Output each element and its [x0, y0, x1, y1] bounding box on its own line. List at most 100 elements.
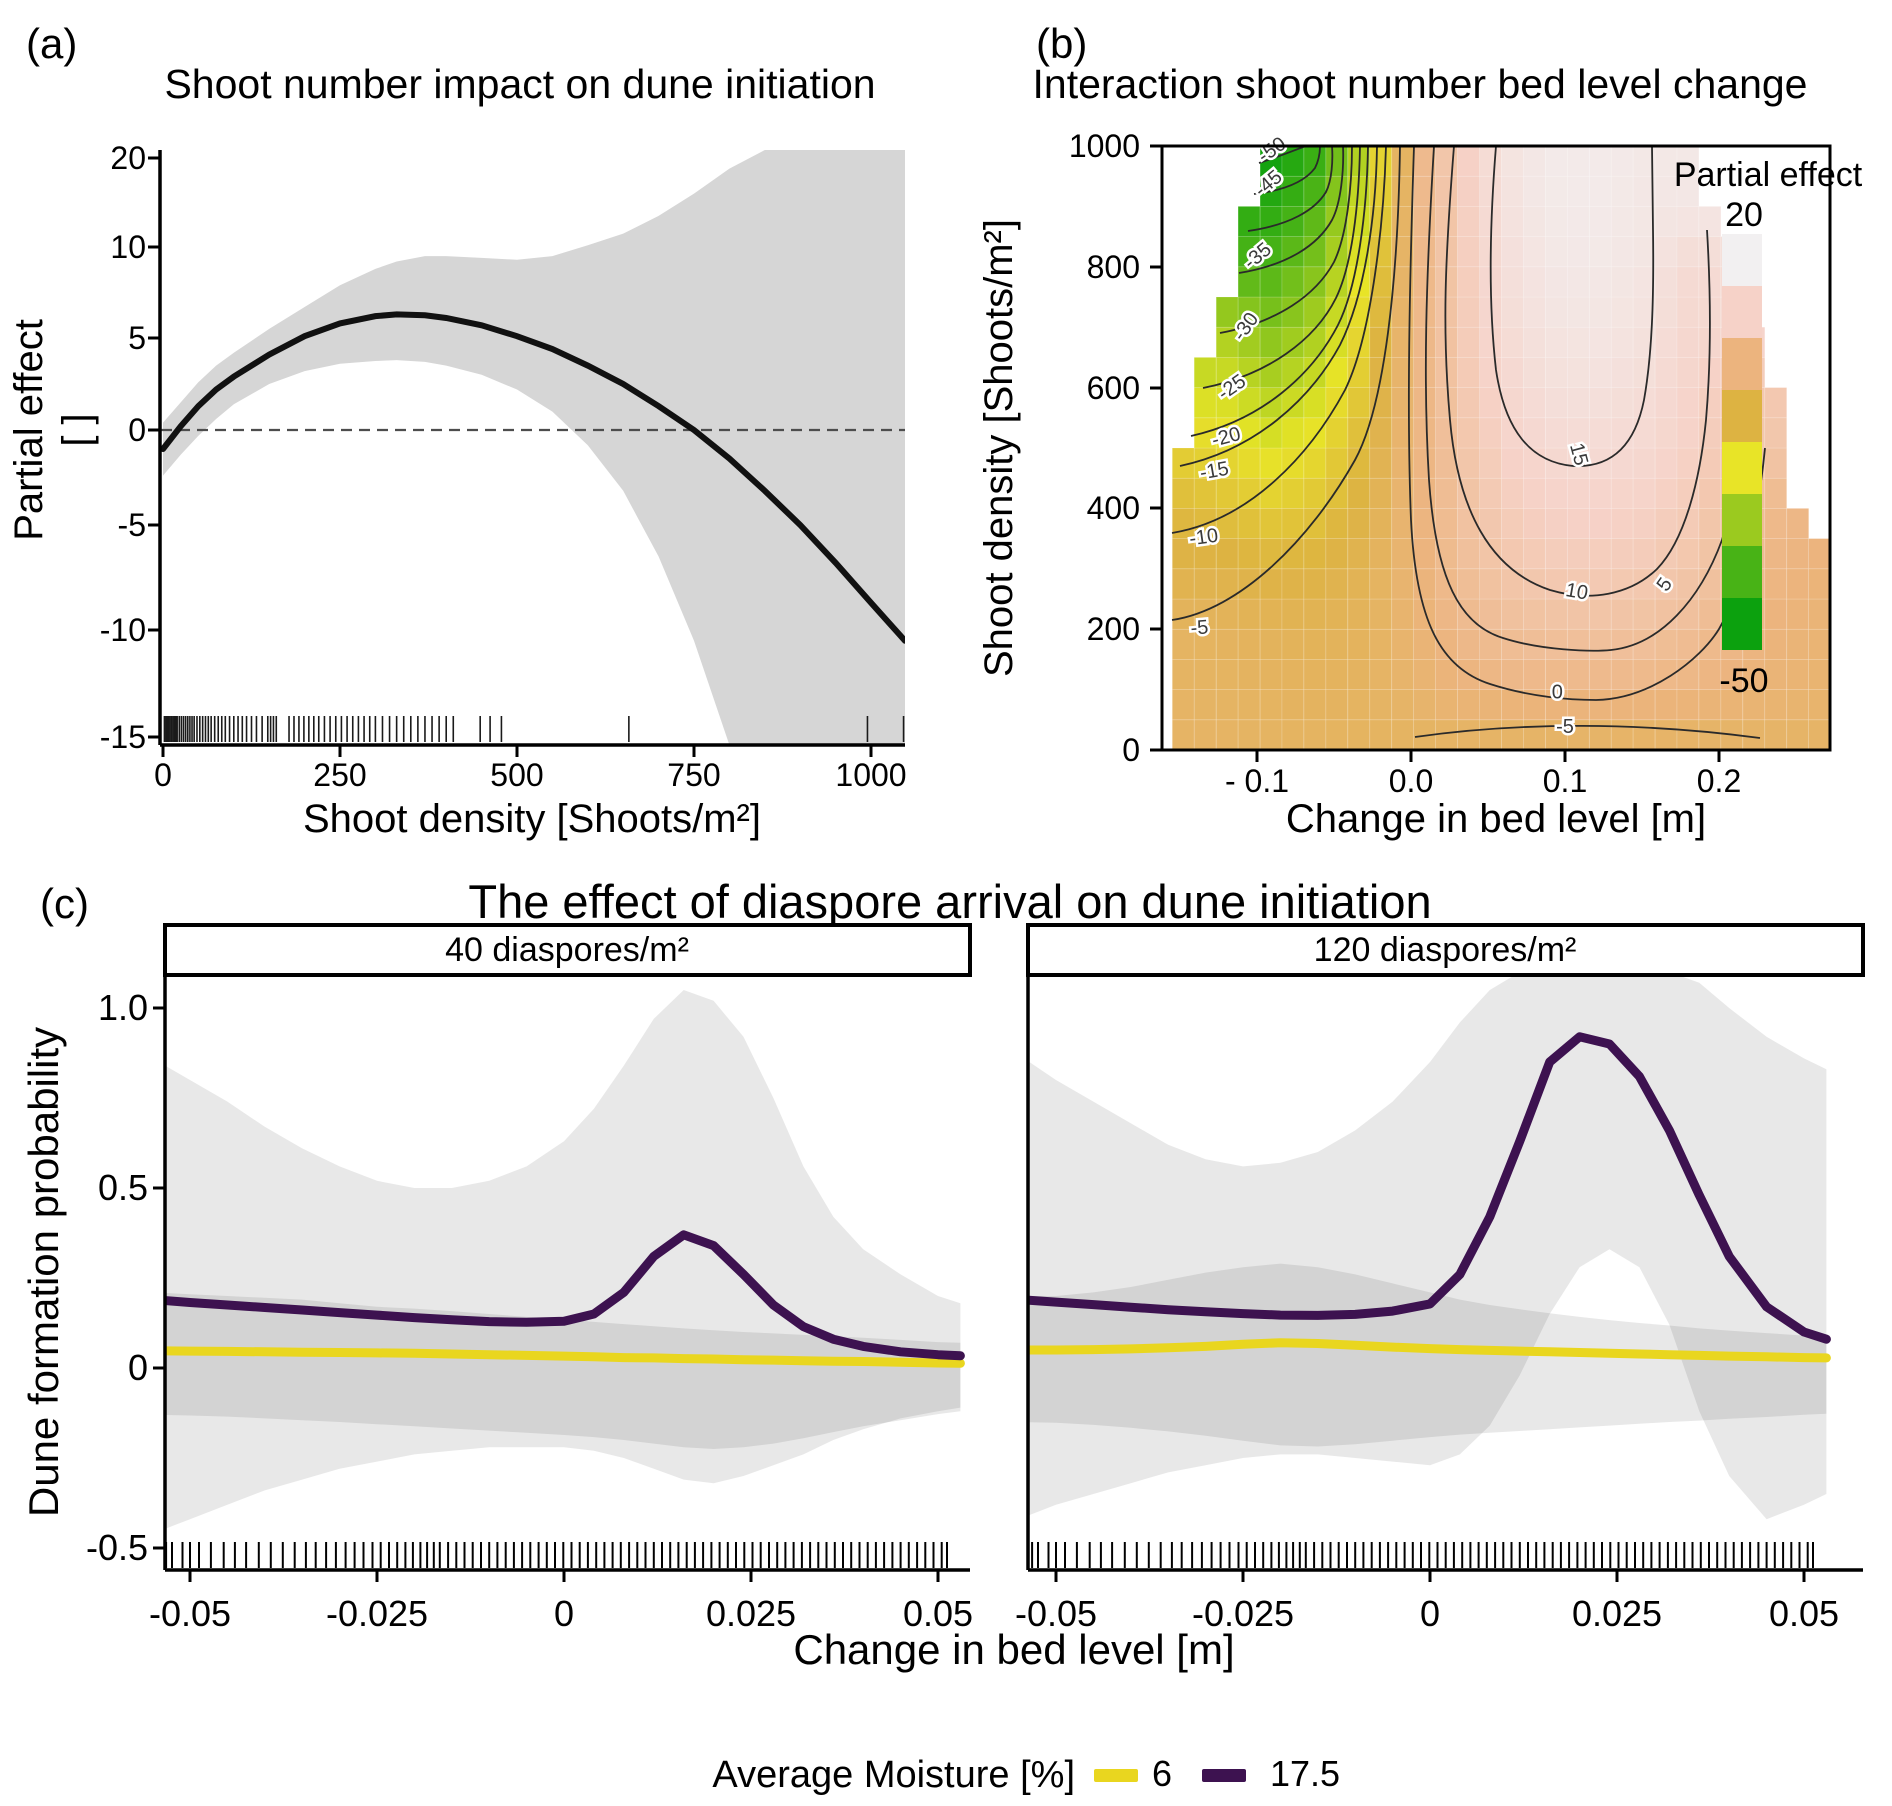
- heatmap-tile: [1654, 236, 1678, 268]
- heatmap-tile: [1435, 206, 1458, 237]
- heatmap-tile: [1479, 447, 1502, 479]
- heatmap-tile: [1281, 147, 1305, 177]
- heatmap-tile: [1588, 296, 1612, 328]
- rug-marks: [166, 1542, 948, 1568]
- heatmap-tile: [1523, 236, 1546, 268]
- heatmap-tile: [1545, 326, 1568, 358]
- heatmap-tile: [1215, 719, 1239, 749]
- heatmap-tile: [1369, 175, 1393, 207]
- heatmap-tile: [1566, 628, 1590, 660]
- heatmap-tile: [1325, 568, 1349, 600]
- heatmap-tile: [1457, 357, 1480, 388]
- panel-a-axes: [158, 150, 905, 747]
- heatmap-tile: [1171, 659, 1195, 690]
- heatmap-tile: [1369, 598, 1393, 630]
- heatmap-tile: [1545, 175, 1568, 207]
- heatmap-tile: [1259, 508, 1283, 539]
- heatmap-tile: [1237, 689, 1261, 721]
- heatmap-tile: [1281, 628, 1305, 660]
- panel-a-y-tick-labels: 20 10 5 0 -5 -10 -15: [100, 140, 146, 755]
- tick-label: 600: [1087, 370, 1140, 406]
- tick-label: 750: [667, 757, 720, 793]
- heatmap-tile: [1325, 689, 1349, 721]
- ci-band-moisture-6: [166, 1293, 961, 1449]
- heatmap-tile: [1325, 628, 1349, 660]
- heatmap-tile: [1501, 719, 1524, 749]
- tick-label: -0.5: [86, 1527, 148, 1568]
- colorbar-band: [1722, 442, 1762, 494]
- heatmap-tile: [1632, 417, 1656, 449]
- heatmap-tile: [1742, 719, 1766, 749]
- tick-label: 0.025: [706, 1593, 796, 1634]
- heatmap-tile: [1501, 357, 1524, 388]
- heatmap-tile: [1764, 387, 1788, 419]
- heatmap-tile: [1237, 477, 1261, 509]
- heatmap-tile: [1325, 236, 1349, 268]
- heatmap-tile: [1654, 357, 1678, 388]
- heatmap-tile: [1325, 147, 1349, 177]
- tick-label: 0.05: [903, 1593, 973, 1634]
- panel-a: (a) Shoot number impact on dune initiati…: [7, 20, 907, 841]
- tick-label: 0: [128, 1347, 148, 1388]
- heatmap-tile: [1193, 659, 1217, 690]
- heatmap-tile: [1676, 568, 1700, 600]
- heatmap-tile: [1237, 628, 1261, 660]
- heatmap-tile: [1457, 598, 1480, 630]
- panel-b-x-axis-label: Change in bed level [m]: [1286, 797, 1706, 841]
- heatmap-tile: [1676, 417, 1700, 449]
- tick-label: - 0.1: [1225, 763, 1289, 799]
- colorbar-band: [1722, 338, 1762, 390]
- panel-a-x-tick-labels: 0 250 500 750 1000: [154, 757, 906, 793]
- heatmap-tile: [1413, 447, 1436, 479]
- tick-label: 10: [110, 229, 146, 265]
- heatmap-tile: [1588, 719, 1612, 749]
- heatmap-tile: [1545, 236, 1568, 268]
- heatmap-tile: [1193, 719, 1217, 749]
- heatmap-tile: [1259, 689, 1283, 721]
- heatmap-tile: [1259, 296, 1283, 328]
- legend-title: Partial effect: [1674, 156, 1863, 194]
- heatmap-tile: [1259, 206, 1283, 237]
- heatmap-tile: [1325, 719, 1349, 749]
- heatmap-tile: [1413, 326, 1436, 358]
- heatmap-tile: [1523, 326, 1546, 358]
- heatmap-tile: [1566, 206, 1590, 237]
- heatmap-tile: [1654, 447, 1678, 479]
- heatmap-tile: [1303, 175, 1327, 207]
- heatmap-tile: [1808, 719, 1829, 749]
- facet2-header-label: 120 diaspores/m²: [1314, 931, 1577, 969]
- panel-c-x-axis-label: Change in bed level [m]: [793, 1626, 1234, 1673]
- tick-label: 500: [490, 757, 543, 793]
- heatmap-tile: [1588, 326, 1612, 358]
- heatmap-tile: [1391, 357, 1415, 388]
- heatmap-tile: [1588, 236, 1612, 268]
- heatmap-tile: [1610, 266, 1634, 298]
- heatmap-tile: [1610, 357, 1634, 388]
- heatmap-tile: [1566, 387, 1590, 419]
- panel-c-title: The effect of diaspore arrival on dune i…: [468, 875, 1431, 928]
- heatmap-tile: [1676, 357, 1700, 388]
- heatmap-tile: [1808, 568, 1829, 600]
- heatmap-tile: [1237, 508, 1261, 539]
- heatmap-tile: [1479, 147, 1502, 177]
- heatmap-tile: [1764, 568, 1788, 600]
- heatmap-tile: [1325, 447, 1349, 479]
- heatmap-tile: [1632, 508, 1656, 539]
- heatmap-tile: [1391, 628, 1415, 660]
- heatmap-tile: [1479, 175, 1502, 207]
- heatmap-tile: [1303, 719, 1327, 749]
- panel-c-y-tick-labels: 1.0 0.5 0 -0.5: [86, 987, 148, 1568]
- panel-a-y-axis-label-line2: [ ]: [55, 413, 99, 446]
- line-moisture-6: [1029, 1338, 1831, 1363]
- panel-a-x-axis-label: Shoot density [Shoots/m²]: [303, 797, 761, 841]
- heatmap-tile: [1764, 719, 1788, 749]
- heatmap-tile: [1588, 538, 1612, 570]
- heatmap-tile: [1303, 508, 1327, 539]
- heatmap-tile: [1281, 477, 1305, 509]
- heatmap-tile: [1501, 266, 1524, 298]
- heatmap-tile: [1808, 628, 1829, 660]
- heatmap-tile: [1215, 477, 1239, 509]
- heatmap-tile: [1654, 538, 1678, 570]
- tick-label: 0.025: [1572, 1593, 1662, 1634]
- heatmap-tile: [1588, 266, 1612, 298]
